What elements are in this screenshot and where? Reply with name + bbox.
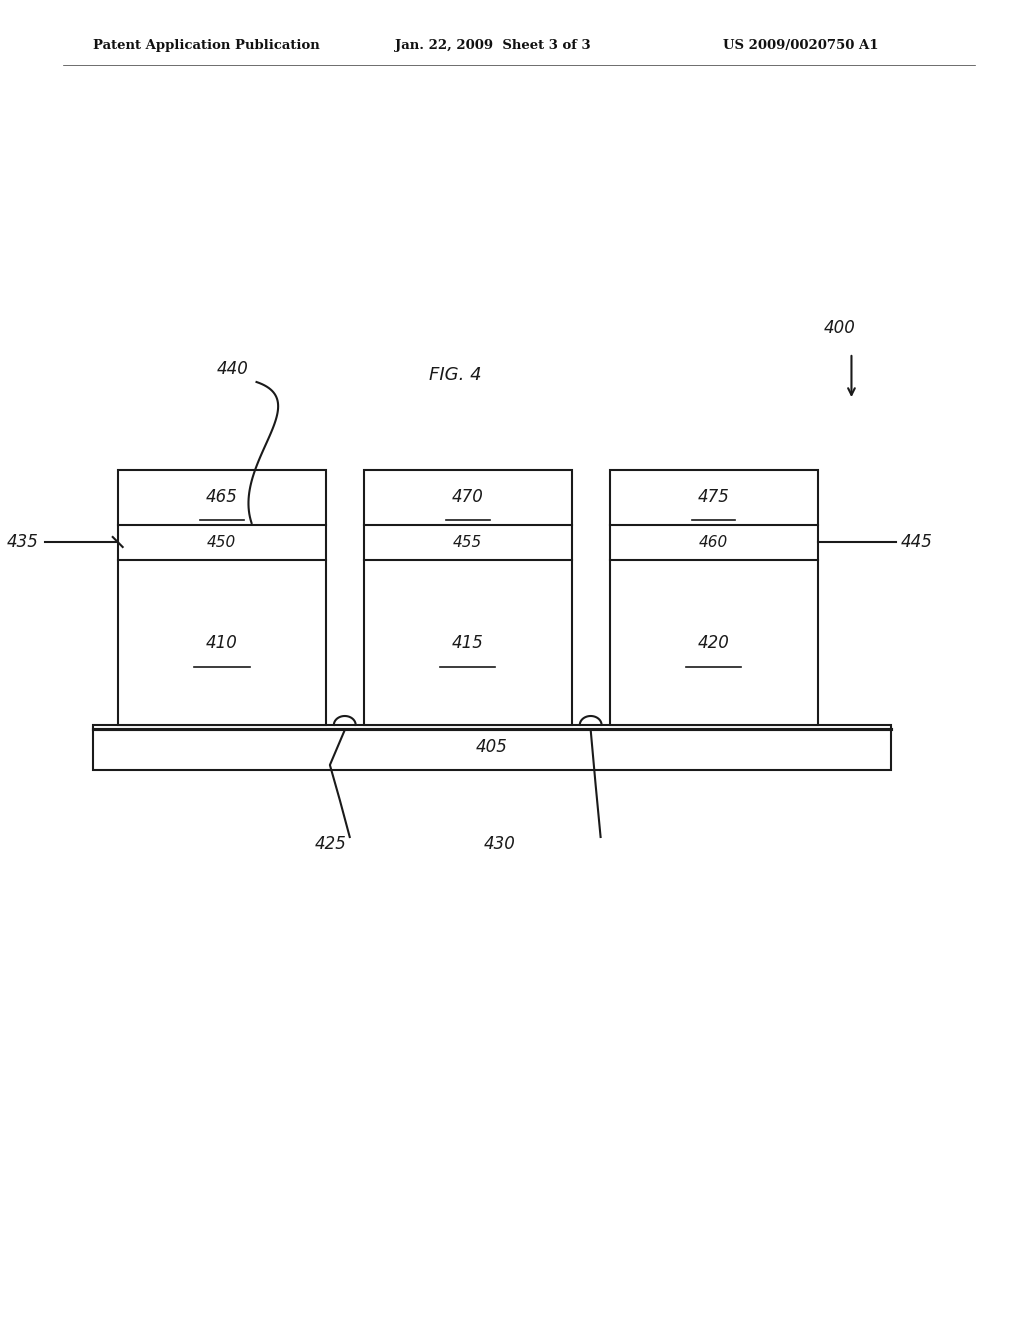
Text: 475: 475: [697, 488, 729, 507]
Text: 425: 425: [315, 836, 347, 853]
Text: US 2009/0020750 A1: US 2009/0020750 A1: [723, 38, 878, 51]
Text: 445: 445: [901, 533, 933, 550]
Bar: [93, 725, 891, 770]
Text: 410: 410: [206, 634, 238, 652]
Bar: [118, 470, 326, 725]
Bar: [364, 470, 571, 725]
Text: 460: 460: [699, 535, 728, 550]
Text: 470: 470: [452, 488, 483, 507]
Bar: [609, 470, 818, 725]
Text: 450: 450: [207, 535, 237, 550]
Text: 420: 420: [697, 634, 729, 652]
Text: 430: 430: [483, 836, 515, 853]
Text: 435: 435: [6, 533, 38, 550]
Text: 405: 405: [476, 738, 508, 756]
Text: 415: 415: [452, 634, 483, 652]
Text: 400: 400: [823, 319, 855, 337]
Text: 455: 455: [453, 535, 482, 550]
Text: 465: 465: [206, 488, 238, 507]
Text: 440: 440: [217, 360, 249, 378]
Text: Jan. 22, 2009  Sheet 3 of 3: Jan. 22, 2009 Sheet 3 of 3: [395, 38, 591, 51]
Text: Patent Application Publication: Patent Application Publication: [93, 38, 319, 51]
Text: FIG. 4: FIG. 4: [428, 366, 481, 384]
